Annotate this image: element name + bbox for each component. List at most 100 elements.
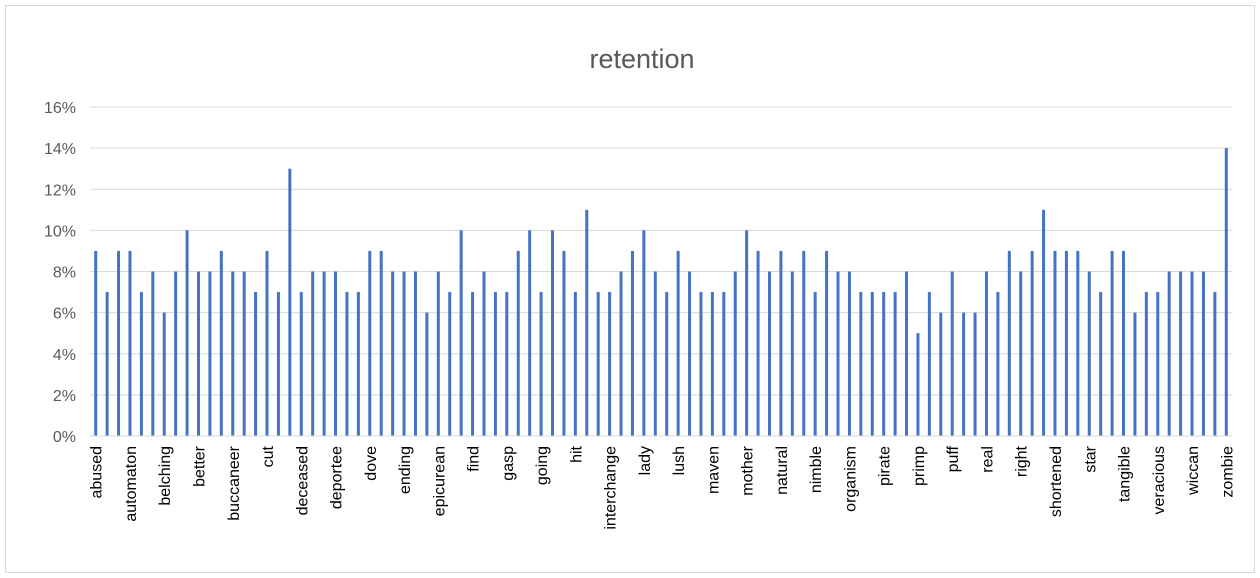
- x-tick-label: lady: [637, 446, 654, 475]
- bar: [1224, 148, 1228, 436]
- y-tick-label: 6%: [53, 306, 76, 323]
- bar: [1019, 271, 1023, 436]
- x-tick-label: cut: [260, 445, 277, 467]
- bar: [790, 271, 794, 436]
- x-tick-label: pirate: [877, 446, 894, 486]
- bar: [265, 250, 269, 436]
- bar: [1042, 209, 1046, 436]
- bar: [767, 271, 771, 436]
- bar: [94, 250, 98, 436]
- bar: [231, 271, 235, 436]
- x-tick-label: gasp: [500, 446, 517, 481]
- bar: [254, 292, 258, 436]
- bar: [345, 292, 349, 436]
- bar: [288, 168, 292, 436]
- bar: [984, 271, 988, 436]
- bar: [402, 271, 406, 436]
- bar: [482, 271, 486, 436]
- bar: [585, 209, 589, 436]
- bar: [733, 271, 737, 436]
- x-tick-label: organism: [842, 446, 859, 512]
- bar: [1213, 292, 1217, 436]
- y-tick-label: 4%: [53, 347, 76, 364]
- gridlines: [90, 106, 1232, 396]
- bar: [882, 292, 886, 436]
- bar: [1201, 271, 1205, 436]
- x-tick-label: mother: [740, 445, 757, 495]
- bar: [185, 230, 189, 437]
- x-tick-label: epicurean: [431, 446, 448, 516]
- bar: [1144, 292, 1148, 436]
- bar: [996, 292, 1000, 436]
- bar: [745, 230, 749, 437]
- bar: [448, 292, 452, 436]
- x-tick-label: dove: [363, 446, 380, 481]
- bar: [859, 292, 863, 436]
- x-tick-label: right: [1014, 445, 1031, 477]
- bar: [939, 312, 943, 437]
- bar: [139, 292, 143, 436]
- bar: [630, 250, 634, 436]
- x-tick-label: real: [979, 446, 996, 473]
- bar: [665, 292, 669, 436]
- x-tick-label: belching: [157, 446, 174, 506]
- bar: [596, 292, 600, 436]
- x-tick-label: find: [466, 446, 483, 472]
- bar: [242, 271, 246, 436]
- x-tick-label: star: [1082, 445, 1099, 472]
- bar: [322, 271, 326, 436]
- bar: [368, 250, 372, 436]
- bar: [870, 292, 874, 436]
- bar: [1007, 250, 1011, 436]
- y-tick-label: 10%: [44, 223, 76, 240]
- bar: [208, 271, 212, 436]
- bar: [973, 312, 977, 437]
- bar: [608, 292, 612, 436]
- x-tick-label: abused: [89, 446, 106, 499]
- y-tick-label: 0%: [53, 429, 76, 446]
- bar: [916, 333, 920, 436]
- bar: [962, 312, 966, 437]
- bar: [151, 271, 155, 436]
- bar: [1099, 292, 1103, 436]
- bar: [413, 271, 417, 436]
- bar: [1179, 271, 1183, 436]
- bar: [927, 292, 931, 436]
- x-tick-label: automaton: [123, 446, 140, 522]
- bar: [756, 250, 760, 436]
- y-tick-label: 8%: [53, 265, 76, 282]
- bar: [722, 292, 726, 436]
- bar: [539, 292, 543, 436]
- bar: [653, 271, 657, 436]
- bar: [128, 250, 132, 436]
- x-tick-label: deportee: [329, 446, 346, 509]
- bar: [779, 250, 783, 436]
- bar: [1030, 250, 1034, 436]
- x-axis-category-labels: abused automaton belching better buccaneer cu…: [89, 445, 1237, 529]
- bar: [1167, 271, 1171, 436]
- bar: [162, 312, 166, 437]
- bar: [1156, 292, 1160, 436]
- bar: [551, 230, 555, 437]
- bar: [299, 292, 303, 436]
- y-tick-label: 2%: [53, 388, 76, 405]
- x-tick-label: going: [534, 446, 551, 485]
- bar: [379, 250, 383, 436]
- x-tick-label: hit: [568, 445, 585, 462]
- bar: [425, 312, 429, 437]
- bar: [1053, 250, 1057, 436]
- bar: [642, 230, 646, 437]
- bar: [1190, 271, 1194, 436]
- x-tick-label: puff: [945, 445, 962, 472]
- y-tick-label: 12%: [44, 182, 76, 199]
- chart-title: retention: [589, 44, 694, 74]
- x-tick-label: wiccan: [1185, 446, 1202, 496]
- bar: [1133, 312, 1137, 437]
- x-tick-label: deceased: [294, 446, 311, 515]
- bar: [219, 250, 223, 436]
- bar: [710, 292, 714, 436]
- bar: [676, 250, 680, 436]
- bar: [356, 292, 360, 436]
- x-tick-label: better: [191, 445, 208, 487]
- bar: [562, 250, 566, 436]
